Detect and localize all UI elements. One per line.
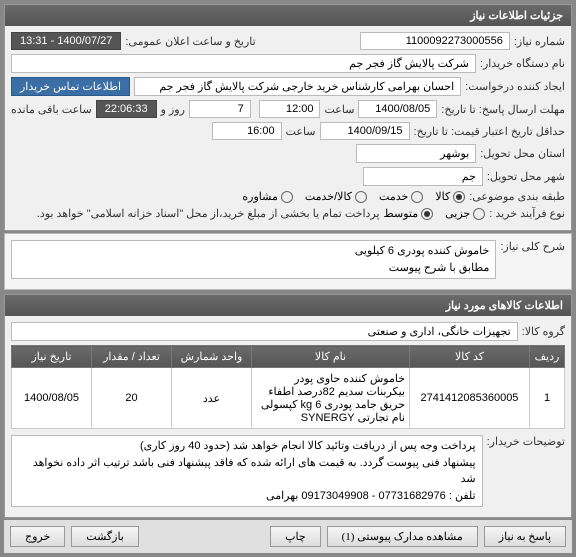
col-code: کد کالا (410, 346, 530, 368)
province-value: بوشهر (356, 144, 476, 163)
remain-label: ساعت باقی مانده (11, 103, 92, 116)
process-note: پرداخت تمام یا بخشی از مبلغ خرید،از محل … (11, 207, 380, 220)
group-value: تجهیزات خانگی، اداری و صنعتی (11, 322, 518, 341)
validity-date: 1400/09/15 (320, 122, 410, 140)
need-no-label: شماره نیاز: (514, 35, 565, 48)
panel1-header: جزئیات اطلاعات نیاز (5, 5, 571, 26)
radio-icon (421, 208, 433, 220)
col-qty: تعداد / مقدار (92, 346, 172, 368)
cell-code: 2741412085360005 (410, 368, 530, 429)
radio-khedmat[interactable]: خدمت (379, 190, 423, 203)
attachments-button[interactable]: مشاهده مدارک پیوستی (1) (327, 526, 478, 547)
radio-motevaset[interactable]: متوسط (384, 207, 434, 220)
radio-label: خدمت (379, 190, 408, 203)
cell-date: 1400/08/05 (12, 368, 92, 429)
province-label: استان محل تحویل: (480, 147, 565, 160)
deadline-time-label: ساعت (324, 103, 354, 116)
deadline-label: مهلت ارسال پاسخ: تا تاریخ: (441, 103, 565, 116)
group-label: گروه کالا: (522, 325, 565, 338)
radio-jozi[interactable]: جزیی (445, 207, 485, 220)
creator-label: ایجاد کننده درخواست: (465, 80, 565, 93)
validity-label: حداقل تاریخ اعتبار قیمت: تا تاریخ: (414, 125, 565, 138)
process-radio-group: جزیی متوسط (384, 207, 486, 220)
need-details-panel: جزئیات اطلاعات نیاز شماره نیاز: 11000922… (4, 4, 572, 231)
goods-table: ردیف کد کالا نام کالا واحد شمارش تعداد /… (11, 345, 565, 429)
cell-unit: عدد (172, 368, 252, 429)
cell-qty: 20 (92, 368, 172, 429)
category-label: طبقه بندی موضوعی: (469, 190, 565, 203)
radio-label: مشاوره (242, 190, 277, 203)
city-label: شهر محل تحویل: (487, 170, 565, 183)
radio-icon (473, 208, 485, 220)
col-unit: واحد شمارش (172, 346, 252, 368)
desc-text: خاموش کننده پودری 6 کیلویی مطابق با شرح … (11, 240, 496, 279)
days-remaining: 7 (189, 100, 251, 118)
footer-buttons: پاسخ به نیاز مشاهده مدارک پیوستی (1) چاپ… (4, 520, 572, 553)
buyer-notes: پرداخت وجه پس از دریافت وتائید کالا انجا… (11, 435, 483, 507)
announce-label: تاریخ و ساعت اعلان عمومی: (125, 35, 255, 48)
radio-label: جزیی (445, 207, 470, 220)
print-button[interactable]: چاپ (270, 526, 321, 547)
radio-label: کالا (435, 190, 450, 203)
need-description-section: شرح کلی نیاز: خاموش کننده پودری 6 کیلویی… (4, 233, 572, 290)
desc-label: شرح کلی نیاز: (500, 240, 565, 253)
validity-time: 16:00 (212, 122, 282, 140)
time-remaining: 22:06:33 (96, 100, 157, 118)
process-label: نوع فرآیند خرید : (489, 207, 565, 220)
deadline-time: 12:00 (259, 100, 321, 118)
buyer-name: شرکت پالایش گاز فجر جم (11, 54, 476, 73)
radio-kala[interactable]: کالا (435, 190, 465, 203)
creator-name: احسان بهرامی کارشناس خرید خارجی شرکت پال… (134, 77, 461, 96)
table-row[interactable]: 1 2741412085360005 خاموش کننده حاوی پودر… (12, 368, 565, 429)
exit-button[interactable]: خروج (10, 526, 65, 547)
radio-icon (355, 191, 367, 203)
radio-label: متوسط (384, 207, 419, 220)
goods-info-panel: اطلاعات کالاهای مورد نیاز گروه کالا: تجه… (4, 294, 572, 518)
reply-button[interactable]: پاسخ به نیاز (484, 526, 566, 547)
col-name: نام کالا (252, 346, 410, 368)
radio-icon (411, 191, 423, 203)
deadline-date: 1400/08/05 (358, 100, 437, 118)
buyer-notes-label: توضیحات خریدار: (487, 435, 565, 448)
col-date: تاریخ نیاز (12, 346, 92, 368)
panel3-header: اطلاعات کالاهای مورد نیاز (5, 295, 571, 316)
radio-icon (453, 191, 465, 203)
need-no-value: 1100092273000556 (360, 32, 510, 50)
radio-label: کالا/خدمت (305, 190, 352, 203)
category-radio-group: کالا خدمت کالا/خدمت مشاوره (242, 190, 465, 203)
radio-kala-khedmat[interactable]: کالا/خدمت (305, 190, 367, 203)
cell-row: 1 (530, 368, 565, 429)
validity-time-label: ساعت (286, 125, 316, 138)
cell-name: خاموش کننده حاوی پودر بیکربنات سدیم 82در… (252, 368, 410, 429)
back-button[interactable]: بازگشت (71, 526, 139, 547)
contact-buyer-button[interactable]: اطلاعات تماس خریدار (11, 77, 130, 96)
radio-moshavere[interactable]: مشاوره (242, 190, 292, 203)
buyer-label: نام دستگاه خریدار: (480, 57, 565, 70)
announce-value: 1400/07/27 - 13:31 (11, 32, 121, 50)
radio-icon (281, 191, 293, 203)
col-row: ردیف (530, 346, 565, 368)
days-label: روز و (161, 103, 185, 116)
city-value: جم (363, 167, 483, 186)
